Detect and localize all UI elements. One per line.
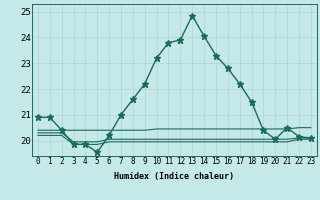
X-axis label: Humidex (Indice chaleur): Humidex (Indice chaleur) [115,172,234,181]
